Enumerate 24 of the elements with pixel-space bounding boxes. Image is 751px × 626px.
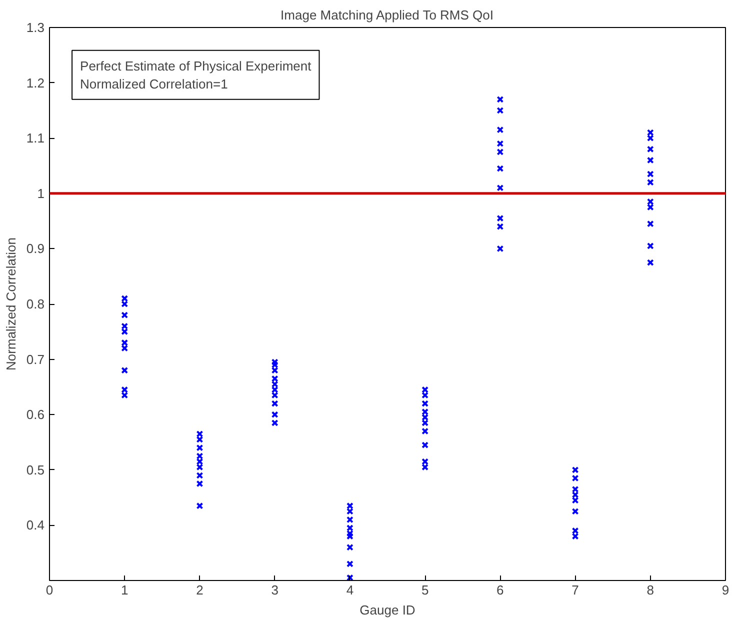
y-tick-label: 1.3 [26, 20, 45, 35]
y-tick-label: 0.7 [26, 352, 45, 367]
annotation: Perfect Estimate of Physical Experiment Normalized Correlation=1 [80, 58, 312, 92]
x-tick-label: 3 [271, 582, 278, 598]
x-tick-label: 0 [46, 582, 54, 598]
x-tick-label: 9 [722, 582, 730, 598]
x-tick-label: 4 [346, 582, 354, 598]
y-tick-label: 1.2 [26, 75, 45, 90]
y-tick-label: 0.9 [26, 241, 45, 256]
x-tick-label: 5 [421, 582, 429, 598]
chart-title: Image Matching Applied To RMS QoI [280, 8, 494, 22]
y-tick-label: 0.8 [26, 296, 45, 312]
y-tick-label: 0.5 [26, 462, 45, 478]
x-tick-label: 8 [646, 582, 654, 598]
y-tick-label: 1 [37, 186, 45, 201]
y-axis-title: Normalized Correlation [3, 238, 18, 370]
y-tick-label: 0.6 [26, 407, 45, 422]
x-axis-title: Gauge ID [360, 602, 416, 618]
x-tick-label: 1 [120, 582, 128, 598]
x-tick-label: 2 [196, 582, 204, 598]
y-tick-label: 0.4 [26, 518, 45, 533]
x-tick-label: 6 [496, 582, 504, 598]
x-tick-label: 7 [572, 582, 579, 598]
y-tick-label: 1.1 [26, 130, 45, 146]
